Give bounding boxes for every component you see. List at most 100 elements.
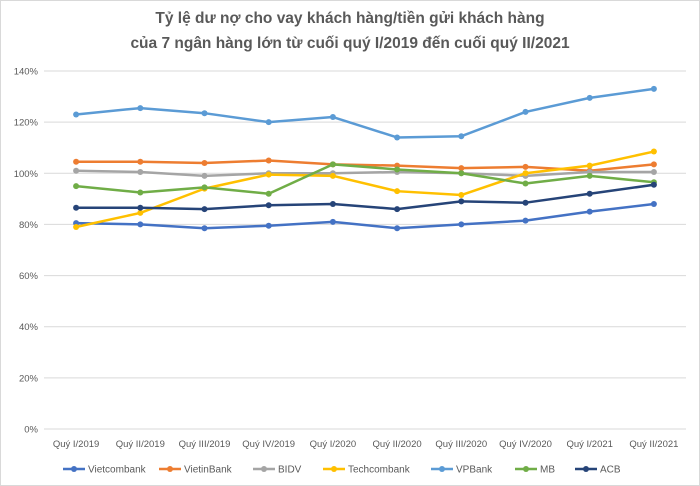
data-point <box>201 225 208 232</box>
legend-item: Vietcombank <box>63 465 147 476</box>
data-point <box>650 148 657 155</box>
data-point <box>394 166 401 173</box>
chart-subtitle: của 7 ngân hàng lớn từ cuối quý I/2019 đ… <box>130 35 570 52</box>
data-point <box>522 108 529 115</box>
data-point <box>137 169 144 176</box>
series-line <box>75 150 655 229</box>
legend-marker <box>523 466 529 472</box>
data-point <box>522 170 529 177</box>
x-tick-label: Quý I/2021 <box>566 439 612 450</box>
y-tick-label: 20% <box>19 373 39 384</box>
data-point <box>650 85 657 92</box>
data-point <box>329 161 336 168</box>
legend-item: BIDV <box>253 465 302 476</box>
legend-label: Vietcombank <box>88 465 147 476</box>
legend-item: MB <box>515 465 555 476</box>
data-point <box>73 183 80 190</box>
series-acb <box>73 181 657 213</box>
data-point <box>265 190 272 197</box>
legend-marker <box>167 466 173 472</box>
data-point <box>73 223 80 230</box>
data-point <box>137 221 144 228</box>
series-line <box>75 87 655 139</box>
data-point <box>522 163 529 170</box>
legend-label: Techcombank <box>348 465 411 476</box>
y-tick-label: 60% <box>19 271 39 282</box>
data-point <box>394 188 401 195</box>
x-tick-label: Quý III/2020 <box>435 439 487 450</box>
data-point <box>265 119 272 126</box>
chart-title: Tỷ lệ dư nợ cho vay khách hàng/tiền gửi … <box>155 10 544 27</box>
data-point <box>522 199 529 206</box>
x-tick-label: Quý I/2019 <box>53 439 99 450</box>
x-tick-label: Quý I/2020 <box>310 439 356 450</box>
y-tick-label: 40% <box>19 322 39 333</box>
data-point <box>458 192 465 199</box>
data-point <box>73 167 80 174</box>
y-tick-label: 80% <box>19 220 39 231</box>
data-point <box>522 180 529 187</box>
legend-item: ACB <box>575 465 621 476</box>
y-tick-label: 120% <box>14 118 39 129</box>
legend-item: VietinBank <box>159 465 233 476</box>
data-point <box>458 165 465 172</box>
data-point <box>201 172 208 179</box>
data-point <box>137 209 144 216</box>
legend-marker <box>71 466 77 472</box>
legend-label: BIDV <box>278 465 302 476</box>
data-point <box>265 202 272 209</box>
legend-label: VietinBank <box>184 465 233 476</box>
legend-label: MB <box>540 465 555 476</box>
data-point <box>265 157 272 164</box>
data-point <box>201 160 208 167</box>
data-point <box>329 172 336 179</box>
y-tick-label: 140% <box>14 67 39 78</box>
data-point <box>137 158 144 165</box>
data-point <box>586 162 593 169</box>
data-point <box>586 208 593 215</box>
data-point <box>73 204 80 211</box>
data-point <box>458 198 465 205</box>
series-line <box>75 163 655 195</box>
data-point <box>329 218 336 225</box>
data-point <box>458 221 465 228</box>
data-point <box>586 172 593 179</box>
series-line <box>76 169 654 178</box>
x-tick-label: Quý III/2019 <box>179 439 231 450</box>
data-point <box>394 225 401 232</box>
data-point <box>329 114 336 121</box>
legend-marker <box>583 466 589 472</box>
data-point <box>329 200 336 207</box>
series-vpbank <box>73 85 657 141</box>
y-tick-label: 0% <box>24 425 38 436</box>
legend-marker <box>331 466 337 472</box>
data-point <box>650 161 657 168</box>
x-tick-label: Quý II/2019 <box>116 439 165 450</box>
data-point <box>522 217 529 224</box>
data-point <box>650 181 657 188</box>
legend-marker <box>261 466 267 472</box>
data-point <box>650 200 657 207</box>
data-point <box>137 105 144 112</box>
x-tick-label: Quý IV/2020 <box>499 439 552 450</box>
data-point <box>201 184 208 191</box>
series-line <box>76 183 655 211</box>
data-point <box>458 170 465 177</box>
data-point <box>650 169 657 176</box>
data-point <box>586 94 593 101</box>
data-point <box>586 190 593 197</box>
series-vietinbank <box>73 157 657 174</box>
data-point <box>137 189 144 196</box>
data-point <box>265 222 272 229</box>
x-tick-label: Quý II/2020 <box>373 439 422 450</box>
x-tick-label: Quý II/2021 <box>629 439 678 450</box>
data-point <box>394 206 401 213</box>
series-vietcombank <box>73 200 657 232</box>
data-point <box>458 133 465 140</box>
legend-label: VPBank <box>456 465 493 476</box>
series-techcombank <box>73 148 657 230</box>
legend-marker <box>439 466 445 472</box>
data-point <box>201 206 208 213</box>
data-point <box>73 158 80 165</box>
